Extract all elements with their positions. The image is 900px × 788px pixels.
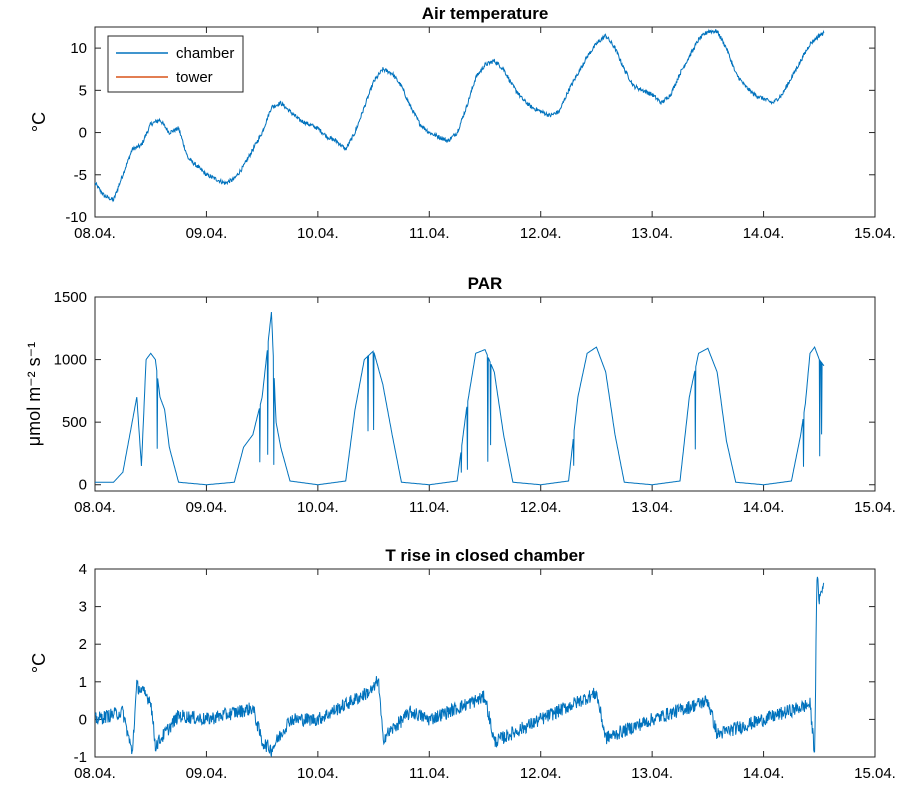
legend-label-tower: tower [176,69,213,86]
y-tick-label: 1500 [54,289,87,306]
y-tick-label: 500 [62,414,87,431]
axes-box [94,26,876,218]
x-tick-label: 12.04. [520,499,562,516]
x-tick-label: 12.04. [520,225,562,242]
series-line-data [95,576,825,757]
axes-box [94,296,876,492]
chart-title: T rise in closed chamber [385,546,585,565]
x-tick-label: 09.04. [186,225,228,242]
legend-label-chamber: chamber [176,45,234,62]
x-tick-label: 10.04. [297,499,339,516]
y-tick-label: 0 [79,711,87,728]
y-axis-label: μmol m⁻² s⁻¹ [24,342,44,446]
x-tick-label: 13.04. [631,765,673,782]
y-tick-label: 2 [79,636,87,653]
y-tick-label: -5 [74,167,87,184]
x-tick-label: 11.04. [409,499,450,516]
x-tick-label: 08.04. [74,225,116,242]
y-axis-label: °C [29,653,49,673]
x-tick-label: 08.04. [74,765,116,782]
y-tick-label: 1000 [54,352,87,369]
y-tick-label: -10 [65,209,87,226]
x-tick-label: 09.04. [186,765,228,782]
y-tick-label: 4 [79,561,87,578]
y-tick-label: 0 [79,477,87,494]
chart-title: Air temperature [422,4,549,23]
y-tick-label: -1 [74,749,87,766]
x-tick-label: 12.04. [520,765,562,782]
chart-title: PAR [468,274,503,293]
y-tick-label: 10 [70,40,87,57]
y-tick-label: 0 [79,125,87,142]
legend-box [107,35,244,93]
x-tick-label: 13.04. [631,499,673,516]
chart-panel-2: PAR 08.04. 09.04. 10.04. 11.04. 12.04. 13.04. 1… [24,274,896,516]
y-tick-label: 5 [79,82,87,99]
x-tick-label: 14.04. [743,765,785,782]
x-tick-label: 10.04. [297,225,339,242]
legend: chamber tower [107,35,244,93]
x-tick-label: 14.04. [743,499,785,516]
panels: Air temperature 08.04. 09.04. 10.04. 11.04. 1… [24,4,896,782]
axes-box [94,568,876,758]
y-axis-label: °C [29,112,49,132]
x-tick-label: 15.04. [854,765,896,782]
chart-panel-3: T rise in closed chamber 08.04. 09.04. 10.0… [29,546,896,782]
x-tick-label: 08.04. [74,499,116,516]
x-tick-label: 09.04. [186,499,228,516]
y-tick-label: 1 [79,674,87,691]
series-line-data [95,311,825,486]
x-tick-label: 15.04. [854,225,896,242]
x-tick-label: 10.04. [297,765,339,782]
x-tick-label: 13.04. [631,225,673,242]
y-tick-label: 3 [79,599,87,616]
series-line-chamber [95,28,825,203]
x-tick-label: 15.04. [854,499,896,516]
chart-panel-1: Air temperature 08.04. 09.04. 10.04. 11.04. 1… [29,4,896,242]
x-tick-label: 11.04. [409,765,450,782]
x-tick-label: 11.04. [409,225,450,242]
x-tick-label: 14.04. [743,225,785,242]
